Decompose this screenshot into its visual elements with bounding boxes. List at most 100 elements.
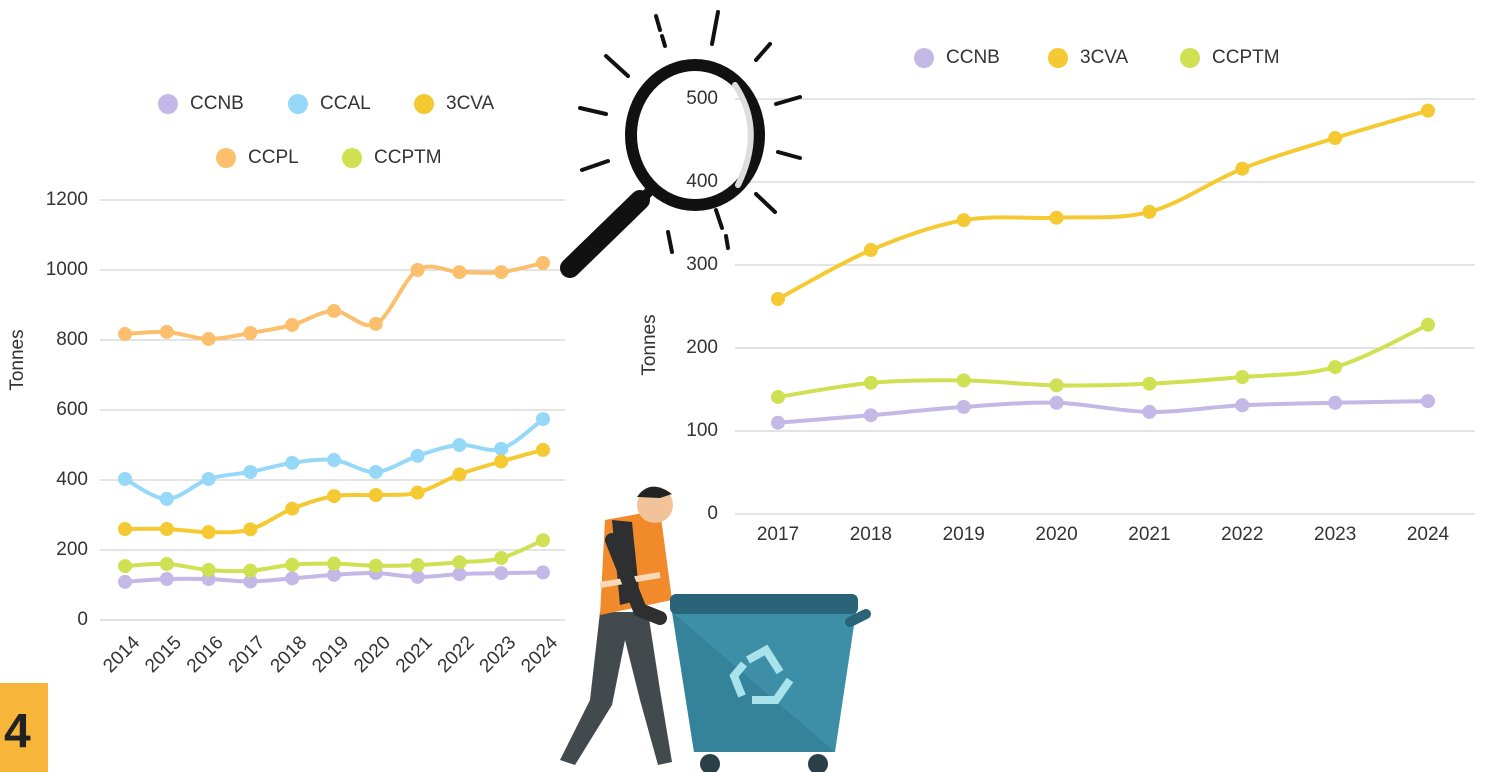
data-point (536, 443, 550, 457)
data-point (536, 533, 550, 547)
legend-marker (1180, 48, 1200, 68)
data-point (864, 243, 878, 257)
data-point (243, 522, 257, 536)
x-tick-label: 2019 (308, 632, 353, 677)
y-tick-label: 600 (56, 399, 88, 420)
data-point (327, 557, 341, 571)
data-point (452, 438, 466, 452)
data-point (411, 486, 425, 500)
data-point (452, 265, 466, 279)
data-point (1328, 360, 1342, 374)
legend-label: CCPTM (1212, 47, 1280, 68)
data-point (1421, 394, 1435, 408)
legend-label: 3CVA (1080, 47, 1129, 68)
data-point (1142, 405, 1156, 419)
x-tick-label: 2017 (225, 632, 270, 677)
magnifier-illustration (570, 12, 800, 268)
data-point (285, 502, 299, 516)
slide: 4 02004006008001000120020142015201620172… (0, 0, 1485, 772)
data-point (160, 522, 174, 536)
data-point (1050, 378, 1064, 392)
data-point (1142, 205, 1156, 219)
data-point (1050, 211, 1064, 225)
data-point (771, 416, 785, 430)
legend-label: CCPL (248, 147, 299, 168)
y-tick-label: 300 (686, 254, 718, 275)
data-point (369, 559, 383, 573)
x-tick-label: 2021 (1128, 524, 1170, 545)
y-tick-label: 400 (686, 171, 718, 192)
data-point (1235, 370, 1249, 384)
x-tick-label: 2020 (1035, 524, 1077, 545)
legend-marker (288, 94, 308, 114)
y-tick-label: 1000 (46, 259, 88, 280)
page-number: 4 (4, 706, 31, 759)
data-point (957, 400, 971, 414)
legend-marker (414, 94, 434, 114)
legend-label: 3CVA (446, 93, 495, 114)
data-point (118, 472, 132, 486)
data-point (1235, 162, 1249, 176)
series-line (125, 263, 543, 339)
y-tick-label: 1200 (46, 189, 88, 210)
data-point (243, 564, 257, 578)
x-tick-label: 2018 (850, 524, 892, 545)
data-point (864, 376, 878, 390)
data-point (285, 318, 299, 332)
legend-marker (216, 148, 236, 168)
data-point (118, 559, 132, 573)
x-tick-label: 2024 (1407, 524, 1450, 545)
data-point (536, 256, 550, 270)
legend-label: CCAL (320, 93, 371, 114)
data-point (160, 325, 174, 339)
legend-label: CCPTM (374, 147, 442, 168)
x-tick-label: 2023 (1314, 524, 1356, 545)
data-point (494, 265, 508, 279)
x-tick-label: 2023 (476, 632, 521, 677)
y-axis-label: Tonnes (639, 314, 660, 375)
legend-marker (158, 94, 178, 114)
y-tick-label: 500 (686, 88, 718, 109)
y-axis-label: Tonnes (7, 329, 28, 390)
data-point (494, 442, 508, 456)
legend-marker (1048, 48, 1068, 68)
data-point (771, 390, 785, 404)
data-point (118, 522, 132, 536)
legend-marker (914, 48, 934, 68)
data-point (411, 558, 425, 572)
data-point (285, 558, 299, 572)
data-point (1421, 104, 1435, 118)
x-tick-label: 2022 (434, 632, 479, 677)
data-point (536, 412, 550, 426)
data-point (411, 449, 425, 463)
y-tick-label: 0 (707, 503, 718, 524)
y-tick-label: 800 (56, 329, 88, 350)
worker-illustration (560, 487, 866, 772)
data-point (452, 467, 466, 481)
data-point (864, 408, 878, 422)
x-tick-label: 2016 (183, 632, 228, 677)
data-point (494, 551, 508, 565)
data-point (202, 332, 216, 346)
x-tick-label: 2021 (392, 632, 437, 677)
data-point (452, 555, 466, 569)
data-point (536, 565, 550, 579)
data-point (771, 292, 785, 306)
data-point (957, 213, 971, 227)
legend-marker (342, 148, 362, 168)
x-tick-label: 2020 (350, 632, 395, 677)
x-tick-label: 2017 (757, 524, 799, 545)
y-tick-label: 200 (686, 337, 718, 358)
data-point (1142, 377, 1156, 391)
data-point (327, 489, 341, 503)
x-tick-label: 2019 (943, 524, 985, 545)
data-point (369, 317, 383, 331)
data-point (118, 575, 132, 589)
y-tick-label: 200 (56, 539, 88, 560)
x-tick-label: 2014 (99, 632, 144, 677)
data-point (1328, 131, 1342, 145)
legend-label: CCNB (946, 47, 1000, 68)
data-point (1050, 396, 1064, 410)
data-point (202, 563, 216, 577)
data-point (118, 327, 132, 341)
